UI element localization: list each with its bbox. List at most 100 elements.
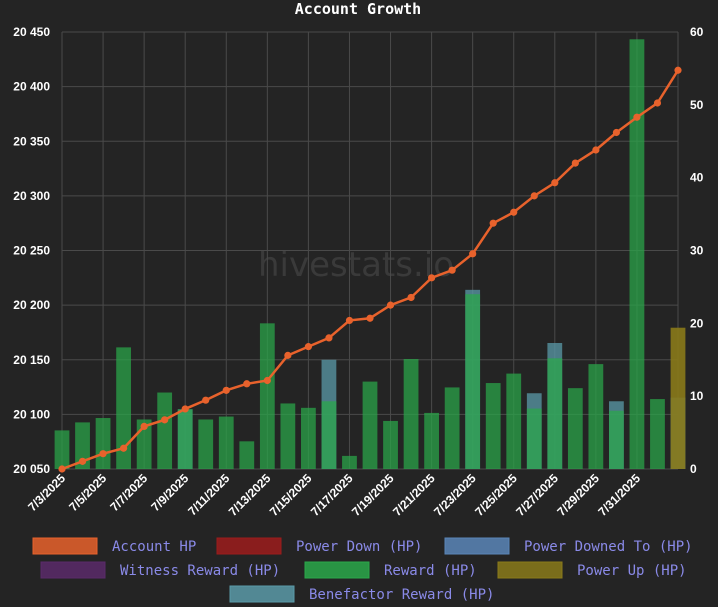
legend-swatch [32,537,98,555]
account-hp-point [551,179,559,187]
account-hp-point [263,376,271,385]
power-up-bar [670,327,686,469]
reward-bar [75,422,90,469]
reward-bar [54,430,70,469]
legend-label: Reward (HP) [384,563,477,579]
account-hp-point [592,146,600,154]
account-hp-point [510,208,518,216]
legend-swatch [229,585,295,603]
legend-item[interactable]: Power Down (HP) [216,537,422,555]
reward-bar [259,323,275,469]
legend-item[interactable]: Power Up (HP) [497,561,687,579]
reward-bar [95,418,111,469]
x-tick-label: 7/13/2025 [226,471,274,519]
x-tick-label: 7/7/2025 [107,471,150,514]
account-hp-point [325,334,333,342]
x-tick-label: 7/23/2025 [431,471,479,519]
legend-label: Witness Reward (HP) [120,563,280,579]
y-left-tick-label: 20 400 [13,80,50,94]
account-hp-point [612,128,621,137]
x-tick-label: 7/5/2025 [66,471,109,514]
reward-bar [547,358,563,469]
account-hp-point [366,314,374,322]
account-hp-point [243,380,251,388]
legend-item[interactable]: Account HP [32,537,196,555]
reward-bar [567,388,583,469]
x-tick-label: 7/19/2025 [349,471,397,519]
y-left-tick-label: 20 350 [13,134,50,148]
y-left-tick-label: 20 300 [13,189,50,203]
reward-bar [362,381,378,469]
account-hp-point [345,316,354,325]
account-hp-point [120,444,128,452]
reward-bar [588,364,604,469]
y-left-tick-label: 20 150 [13,353,50,367]
reward-bar [157,392,173,469]
x-tick-label: 7/29/2025 [554,471,602,519]
x-tick-label: 7/27/2025 [513,471,561,519]
reward-bar [383,420,398,469]
chart-watermark: hivestats.io [258,245,454,285]
reward-bar [403,359,419,469]
account-hp-point [530,192,538,200]
legend-label: Power Downed To (HP) [524,539,693,555]
reward-bar [280,403,296,469]
legend-label: Power Up (HP) [577,563,687,579]
x-tick-label: 7/15/2025 [267,471,315,519]
x-tick-label: 7/31/2025 [595,471,643,519]
account-hp-point [78,457,87,465]
y-axis-left: 20 050 20 100 20 150 20 200 20 250 20 300 20 3… [13,25,50,476]
legend-swatch [444,537,510,555]
x-tick-label: 7/21/2025 [390,471,438,519]
x-tick-label: 7/3/2025 [25,471,68,514]
y-right-tick-label: 40 [690,171,704,185]
account-hp-point [58,465,66,473]
legend-item[interactable]: Reward (HP) [304,561,477,579]
account-hp-point [489,219,497,227]
account-hp-point [222,386,230,394]
legend-swatch [40,561,106,579]
reward-bar [177,409,193,469]
bars-layer [54,39,686,470]
x-tick-label: 7/17/2025 [308,471,356,519]
reward-bar [506,373,522,469]
reward-bar [650,399,665,469]
legend-label: Benefactor Reward (HP) [309,587,494,603]
account-hp-point [674,66,682,74]
x-axis: 7/3/20257/5/20257/7/20257/9/20257/11/202… [25,471,643,519]
account-hp-point [161,416,169,424]
legend-label: Account HP [112,539,196,555]
account-hp-point [284,351,292,359]
account-hp-point [448,266,456,274]
reward-bar [444,387,460,469]
reward-bar [239,441,255,469]
y-left-tick-label: 20 100 [13,407,50,421]
account-hp-point [304,343,312,351]
y-left-tick-label: 20 250 [13,244,50,258]
account-hp-point [140,422,148,430]
reward-bar [218,416,234,469]
account-hp-point [386,301,395,309]
account-hp-point [202,396,210,404]
y-right-tick-label: 50 [690,98,704,112]
reward-bar [629,39,645,470]
account-hp-point [407,293,415,302]
account-hp-point [99,450,107,458]
legend-item[interactable]: Power Downed To (HP) [444,537,693,555]
y-right-tick-label: 30 [690,244,704,258]
line-layer [58,66,682,473]
y-right-tick-label: 60 [690,25,704,39]
account-hp-point [633,113,641,121]
legend-item[interactable]: Witness Reward (HP) [40,561,280,579]
x-tick-label: 7/11/2025 [185,471,232,518]
x-tick-label: 7/25/2025 [472,471,520,519]
reward-bar [116,347,131,469]
legend-item[interactable]: Benefactor Reward (HP) [229,585,494,603]
reward-bar [301,407,316,469]
y-right-tick-label: 0 [690,462,697,476]
account-hp-point [653,99,662,107]
reward-bar [609,410,624,469]
y-left-tick-label: 20 050 [13,462,50,476]
